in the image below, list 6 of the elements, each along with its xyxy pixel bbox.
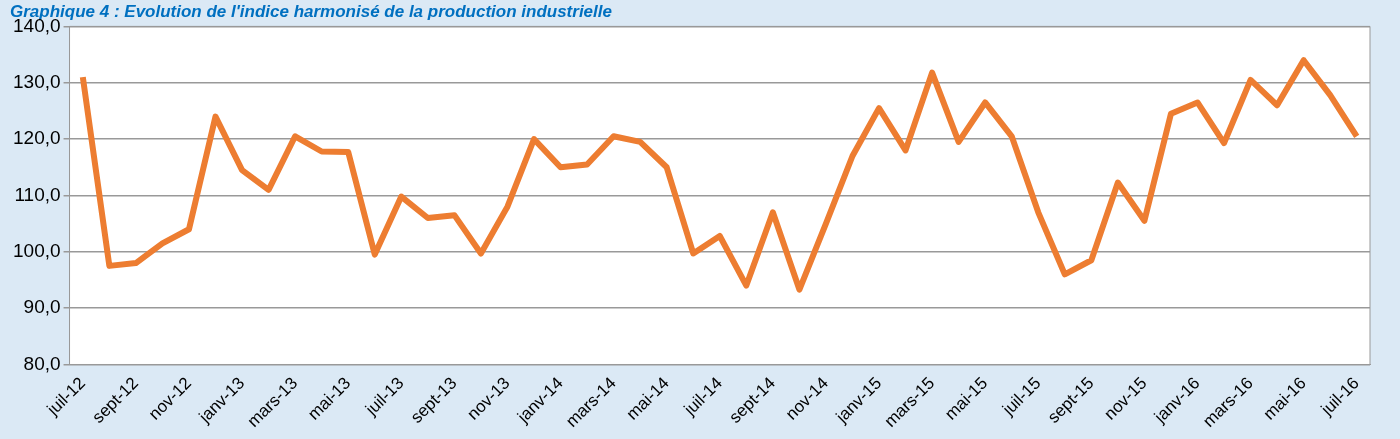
y-tick-label: 90,0 (23, 296, 61, 318)
y-tick-label: 80,0 (23, 352, 61, 374)
y-tick-label: 110,0 (14, 183, 61, 205)
y-tick-label: 100,0 (13, 240, 61, 262)
y-tick-label: 120,0 (13, 127, 61, 149)
y-tick-label: 130,0 (13, 70, 61, 92)
